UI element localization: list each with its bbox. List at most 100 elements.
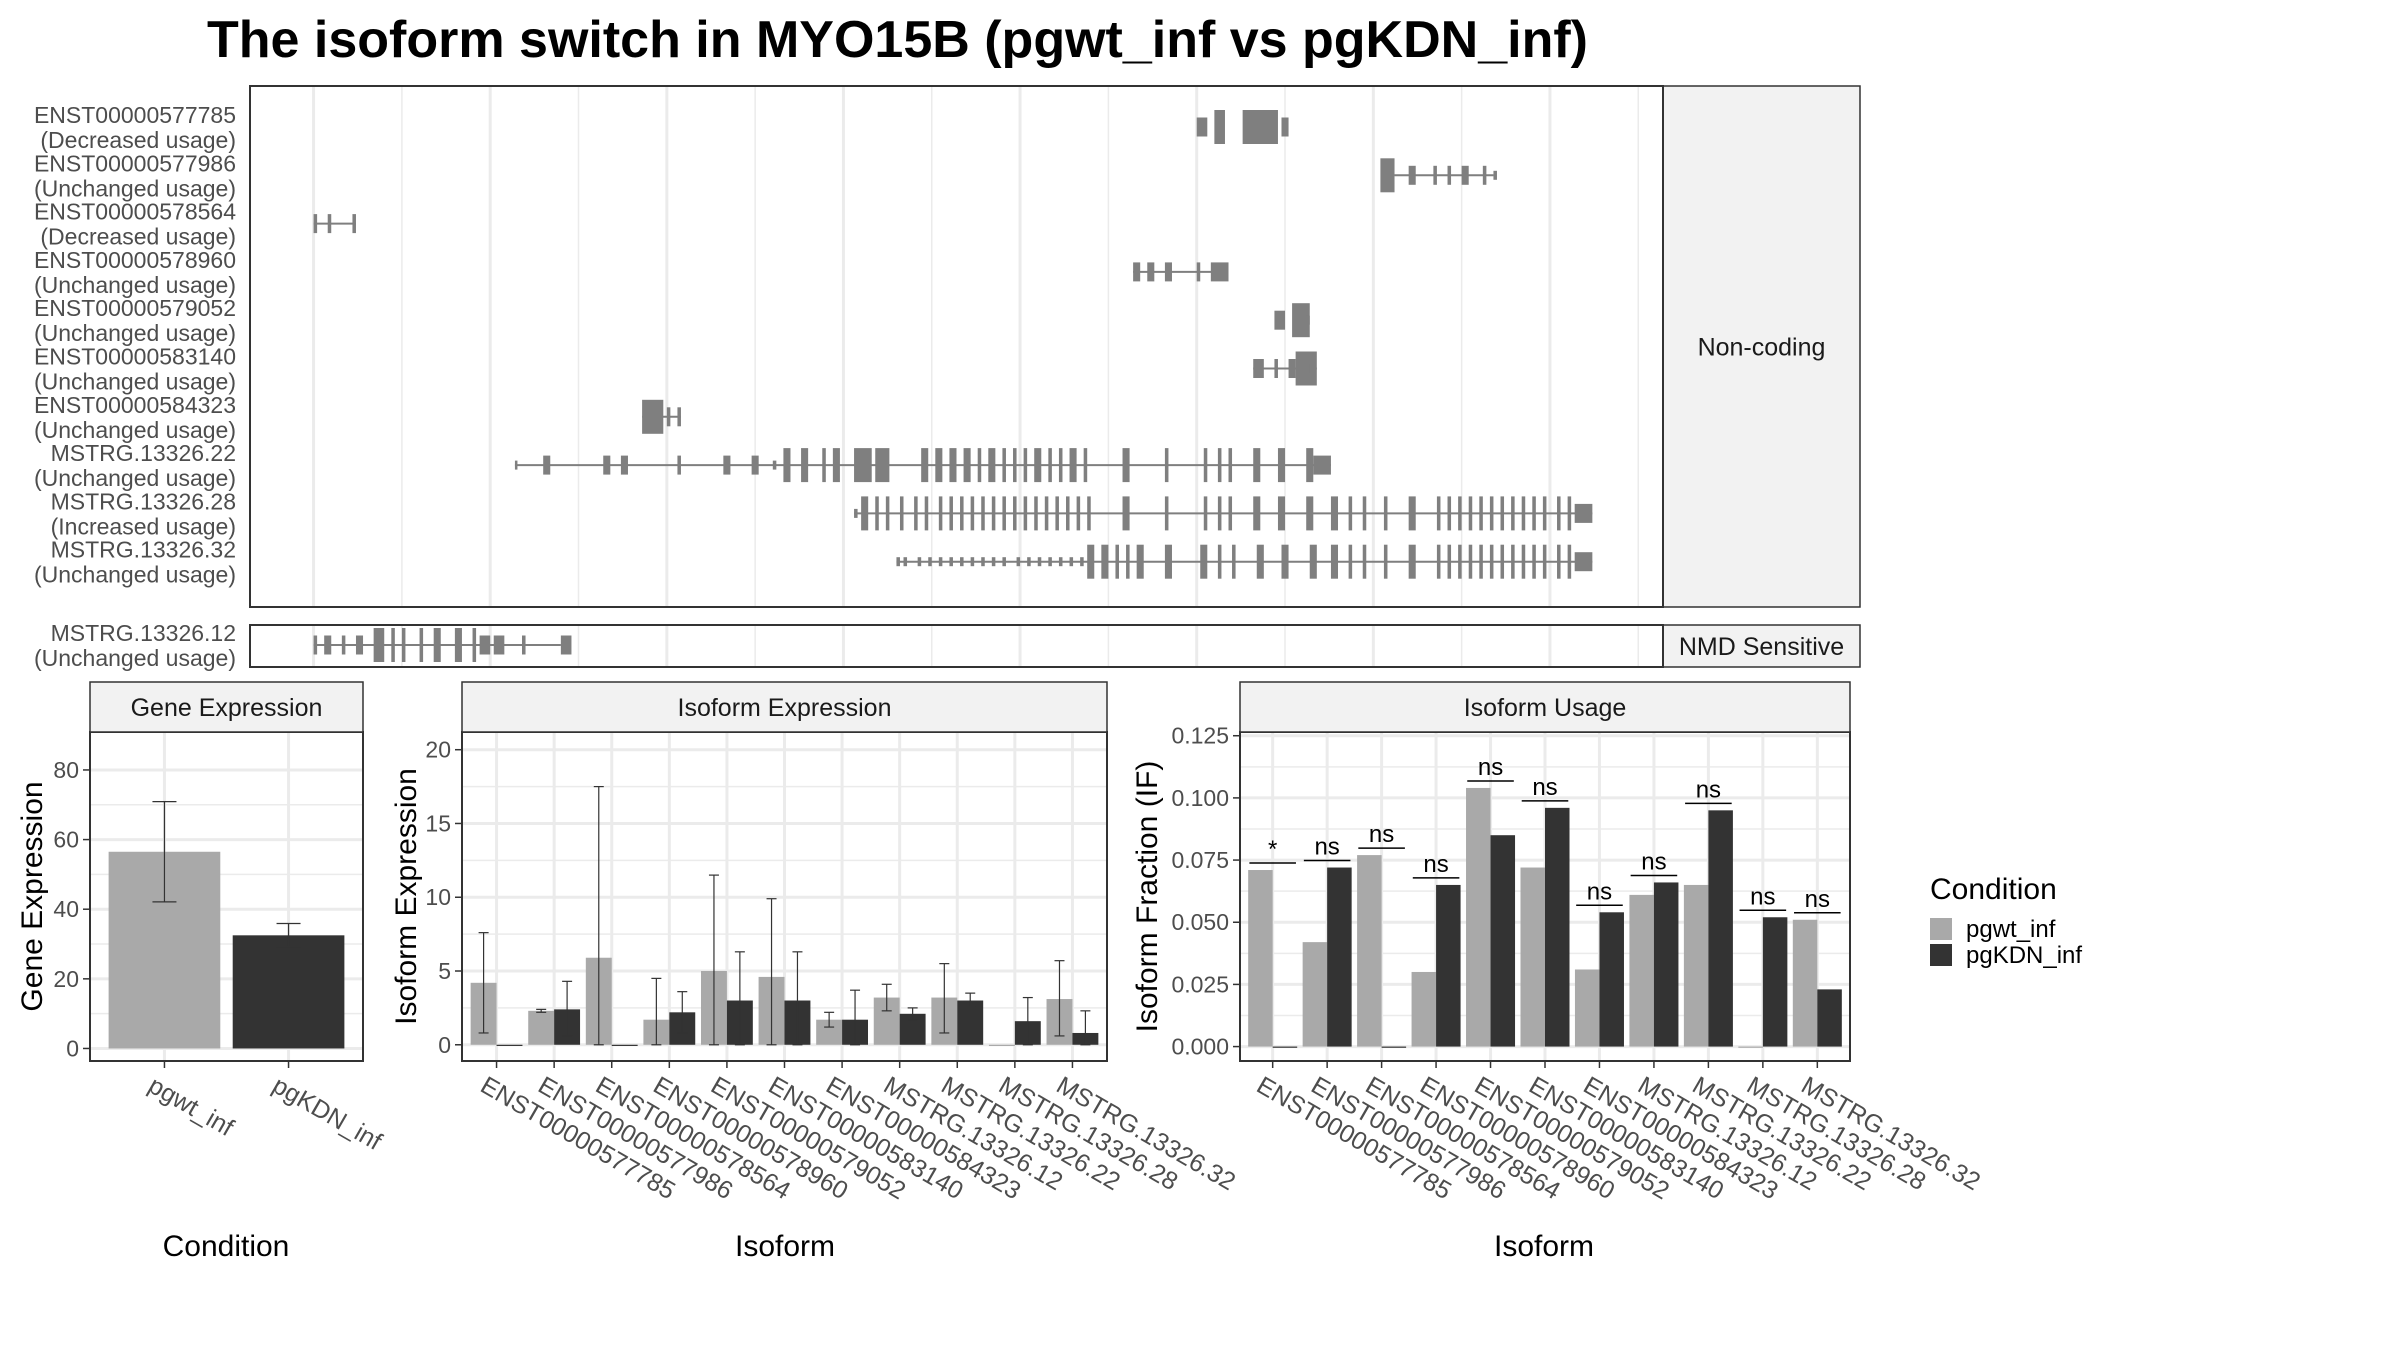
exon <box>1511 496 1515 531</box>
exon <box>472 628 477 662</box>
exon <box>1203 496 1208 531</box>
exon <box>1133 262 1141 282</box>
transcript-id-label: ENST00000583140 <box>34 344 236 370</box>
exon <box>1076 496 1081 531</box>
exon <box>751 455 759 475</box>
chart-strip <box>1239 681 1851 733</box>
exon <box>1489 544 1494 579</box>
exon <box>875 496 879 531</box>
significance-label: ns <box>1587 878 1612 905</box>
exon <box>981 496 985 531</box>
exon <box>988 448 996 483</box>
chart-title: Gene Expression <box>131 694 323 722</box>
exon <box>1256 544 1264 579</box>
significance-label: * <box>1268 836 1277 863</box>
exon <box>1281 544 1289 579</box>
exon <box>1147 262 1155 282</box>
transcript-ENST00000577785: ENST00000577785(Decreased usage) <box>34 102 1289 153</box>
transcript-usage-label: (Decreased usage) <box>40 127 236 153</box>
exon <box>493 635 505 655</box>
exon <box>522 635 526 655</box>
exon <box>1511 544 1515 579</box>
bar-pgwt_inf-MSTRG.13326.28 <box>1738 1046 1763 1048</box>
transcript-usage-label: (Unchanged usage) <box>34 320 236 346</box>
bar-pgKDN_inf-ENST00000583140 <box>1545 807 1570 1047</box>
significance-label: ns <box>1423 851 1448 878</box>
transcript-ENST00000578564: ENST00000578564(Decreased usage) <box>34 199 356 250</box>
bar-pgKDN_inf-ENST00000577986 <box>1327 867 1352 1047</box>
exon <box>903 557 908 567</box>
exon <box>1383 544 1388 579</box>
y-tick-label: 80 <box>53 757 79 783</box>
exon <box>1500 496 1505 531</box>
exon <box>991 557 996 567</box>
facet-label-1: NMD Sensitive <box>1679 633 1844 661</box>
legend-key-pgwt_inf <box>1930 918 1952 940</box>
significance-label: ns <box>1478 754 1503 781</box>
exon <box>1115 544 1119 579</box>
exon <box>373 628 385 662</box>
y-tick-label: 40 <box>53 896 79 922</box>
y-axis-label: Isoform Expression <box>390 768 423 1025</box>
exon <box>1309 544 1317 579</box>
y-tick-label: 20 <box>425 737 451 763</box>
exon <box>1002 496 1006 531</box>
exon <box>899 496 904 531</box>
exon <box>401 628 406 662</box>
transcript-ENST00000578960: ENST00000578960(Unchanged usage) <box>34 247 1229 298</box>
bar-pgKDN_inf-MSTRG.13326.28 <box>1762 917 1788 1047</box>
bar-pgKDN_inf-ENST00000578960 <box>1436 884 1461 1047</box>
exon <box>560 635 572 655</box>
transcript-usage-label: (Unchanged usage) <box>34 562 236 588</box>
y-tick-label: 0.125 <box>1171 723 1229 749</box>
exon <box>1080 557 1084 567</box>
transcript-usage-label: (Unchanged usage) <box>34 272 236 298</box>
exon <box>1228 448 1233 483</box>
transcript-usage-label: (Decreased usage) <box>40 224 236 250</box>
figure-title: The isoform switch in MYO15B (pgwt_inf v… <box>207 11 1588 69</box>
exon <box>772 460 777 470</box>
exon <box>1253 359 1264 378</box>
transcript-ENST00000584323: ENST00000584323(Unchanged usage) <box>34 392 681 443</box>
exon <box>1122 496 1130 531</box>
chart-gene-expression: Gene Expression 0 20 40 60 80 pgwt_inf pgKDN_in… <box>16 681 386 1263</box>
bar-pgwt_inf-MSTRG.13326.28 <box>988 1044 1015 1046</box>
bar-pgwt_inf-ENST00000577986 <box>528 1010 555 1045</box>
exon <box>1242 110 1278 144</box>
x-axis-label: Condition <box>163 1230 290 1263</box>
exon <box>1292 303 1310 338</box>
exon <box>620 455 628 475</box>
exon <box>1228 496 1233 531</box>
exon <box>1027 557 1031 567</box>
exon <box>1288 359 1296 378</box>
legend-label-pgwt_inf: pgwt_inf <box>1966 916 2056 943</box>
exon <box>1557 544 1561 579</box>
bar-pgKDN_inf-ENST00000584323 <box>1599 912 1624 1047</box>
exon <box>1468 544 1473 579</box>
exon <box>1122 448 1130 483</box>
exon <box>1542 544 1547 579</box>
exon <box>963 448 971 483</box>
exon <box>1048 448 1052 483</box>
exon <box>935 448 943 483</box>
exon <box>1479 496 1483 531</box>
bar-pgKDN_inf-ENST00000578564 <box>611 1044 638 1046</box>
exon <box>970 496 975 531</box>
exon <box>1034 448 1042 483</box>
exon <box>1306 496 1314 531</box>
exon <box>1274 310 1286 330</box>
transcript-MSTRG.13326.28: MSTRG.13326.28(Increased usage) <box>51 488 1593 539</box>
exon <box>1002 557 1006 567</box>
bar-pgKDN_inf-ENST00000579052 <box>1490 835 1516 1047</box>
exon <box>1458 496 1462 531</box>
chart-strip <box>461 681 1108 733</box>
exon <box>1058 448 1063 483</box>
bar-pgwt_inf-ENST00000577785 <box>1248 870 1273 1047</box>
significance-label: ns <box>1641 848 1666 875</box>
transcript-id-label: ENST00000584323 <box>34 392 236 418</box>
legend: Condition pgwt_inf pgKDN_inf <box>1930 873 2082 969</box>
exon <box>981 557 985 567</box>
exon <box>677 455 681 475</box>
exon <box>1461 165 1469 185</box>
